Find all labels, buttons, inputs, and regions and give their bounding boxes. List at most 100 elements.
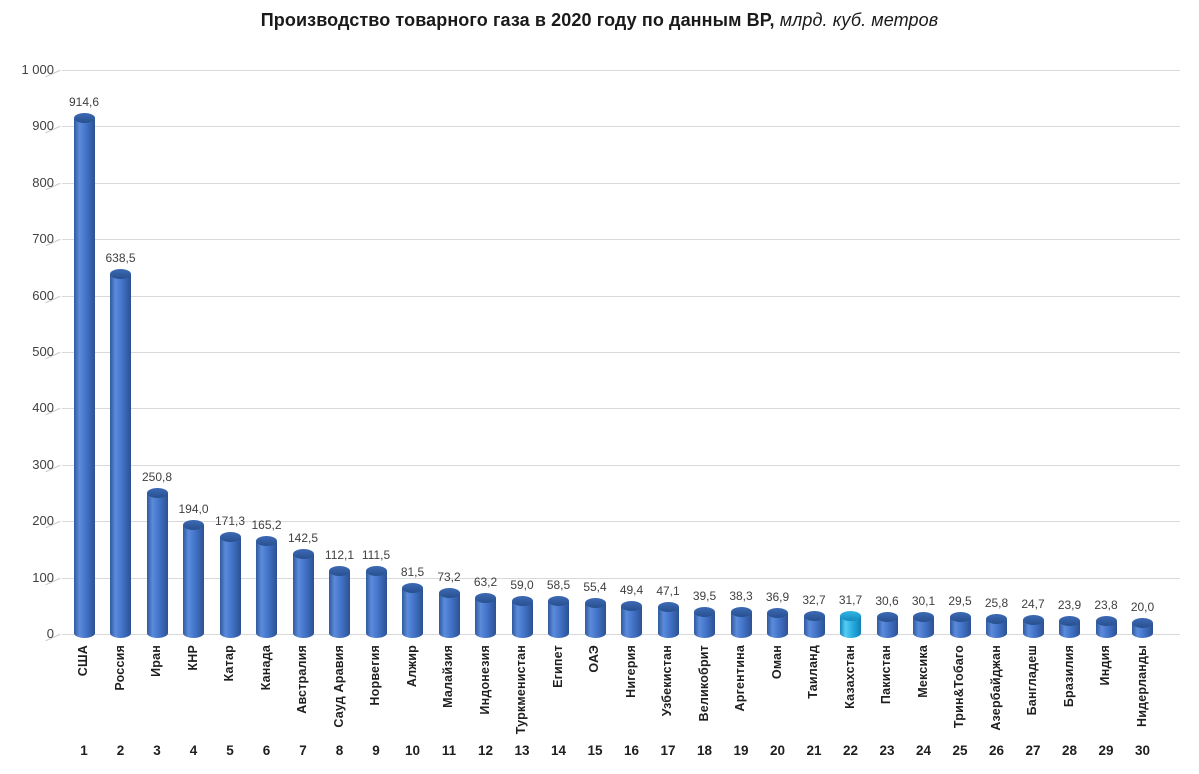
bar bbox=[548, 601, 569, 638]
bar bbox=[694, 611, 715, 638]
bar bbox=[767, 613, 788, 638]
rank-label: 18 bbox=[696, 743, 713, 758]
bar bbox=[840, 616, 861, 638]
category-label: Казахстан bbox=[842, 645, 857, 709]
rank-label: 12 bbox=[477, 743, 494, 758]
bar-value-label: 638,5 bbox=[105, 250, 136, 265]
category-label: Алжир bbox=[404, 645, 419, 688]
bar bbox=[657, 607, 679, 638]
category-label: Иран bbox=[149, 645, 163, 677]
bar-value-label: 112,1 bbox=[324, 547, 355, 562]
bar bbox=[256, 540, 277, 638]
bar bbox=[402, 588, 423, 638]
bar-value-label: 914,6 bbox=[68, 95, 100, 110]
gridline bbox=[62, 464, 1180, 466]
bar-value-label: 250,8 bbox=[141, 469, 173, 484]
bar-value-label: 32,7 bbox=[802, 592, 826, 607]
rank-label: 9 bbox=[372, 743, 380, 758]
bar-value-label: 30,1 bbox=[911, 594, 936, 609]
bar-value-label: 47,1 bbox=[656, 584, 680, 599]
rank-label: 2 bbox=[116, 743, 125, 758]
gridline bbox=[62, 182, 1180, 184]
rank-label: 4 bbox=[189, 743, 198, 758]
category-label: Трин&Тобаго bbox=[952, 645, 966, 729]
bar-value-label: 30,6 bbox=[875, 593, 899, 608]
category-label: Норвегия bbox=[368, 645, 382, 706]
bar-value-label: 59,0 bbox=[510, 577, 534, 592]
category-label: Бангладеш bbox=[1025, 645, 1039, 716]
bar-value-label: 23,8 bbox=[1094, 597, 1118, 612]
category-label: Мексика bbox=[915, 645, 930, 698]
category-label: Азербайджан bbox=[988, 645, 1003, 731]
y-tick-label: 400 bbox=[32, 400, 54, 416]
gridline bbox=[62, 521, 1180, 523]
bar-top-ellipse bbox=[183, 519, 204, 530]
gridline bbox=[62, 70, 1180, 71]
bar-top-ellipse bbox=[876, 611, 898, 622]
gridline bbox=[62, 126, 1180, 128]
bar-value-label: 24,7 bbox=[1021, 597, 1045, 612]
bar-top-ellipse bbox=[329, 565, 350, 576]
bar-value-label: 73,2 bbox=[437, 569, 461, 584]
rank-label: 29 bbox=[1098, 743, 1114, 758]
rank-label: 22 bbox=[842, 743, 859, 758]
rank-label: 27 bbox=[1025, 743, 1041, 758]
category-label: Пакистан bbox=[879, 645, 893, 705]
bar-value-label: 194,0 bbox=[178, 501, 209, 516]
category-label: Бразилия bbox=[1061, 645, 1076, 708]
bar-top-ellipse bbox=[657, 602, 679, 613]
bar bbox=[621, 606, 642, 638]
bar bbox=[219, 537, 241, 638]
category-label: Индонезия bbox=[477, 645, 492, 715]
bar bbox=[730, 612, 752, 638]
y-tick-label: 800 bbox=[32, 174, 54, 190]
bar-top-ellipse bbox=[256, 535, 277, 546]
bar bbox=[110, 273, 131, 638]
category-label: Узбекистан bbox=[660, 645, 674, 717]
chart-title: Производство товарного газа в 2020 году … bbox=[0, 10, 1199, 31]
bar-value-label: 29,5 bbox=[948, 594, 972, 609]
gridline bbox=[62, 408, 1180, 410]
category-label: Канада bbox=[258, 645, 273, 691]
bar bbox=[73, 118, 95, 638]
bar-top-ellipse bbox=[146, 487, 168, 498]
bar-top-ellipse bbox=[438, 587, 460, 598]
y-tick-label: 1 000 bbox=[21, 62, 54, 77]
category-label: Индия bbox=[1098, 645, 1112, 686]
bar-value-label: 63,2 bbox=[473, 575, 498, 590]
category-label: Австралия bbox=[295, 645, 309, 714]
rank-label: 11 bbox=[441, 743, 457, 758]
category-label: Египет bbox=[550, 645, 565, 688]
bar-top-ellipse bbox=[73, 113, 95, 124]
rank-label: 16 bbox=[623, 743, 640, 758]
bar-top-ellipse bbox=[840, 611, 861, 622]
bar-value-label: 81,5 bbox=[400, 565, 425, 580]
bar-top-ellipse bbox=[110, 268, 131, 279]
bar-value-label: 55,4 bbox=[583, 579, 607, 594]
bar bbox=[183, 524, 204, 638]
bar-top-ellipse bbox=[475, 593, 496, 604]
bar-value-label: 20,0 bbox=[1130, 599, 1155, 614]
category-label: КНР bbox=[185, 645, 200, 671]
category-label: Сауд Аравия bbox=[331, 645, 346, 728]
y-tick-label: 700 bbox=[32, 231, 54, 247]
gridline bbox=[62, 295, 1180, 297]
rank-label: 21 bbox=[806, 743, 822, 758]
bar bbox=[803, 615, 825, 638]
bar bbox=[949, 617, 971, 638]
bar bbox=[511, 600, 533, 638]
category-label: Россия bbox=[112, 645, 127, 691]
bar-value-label: 111,5 bbox=[361, 548, 391, 563]
bar bbox=[329, 570, 350, 638]
rank-label: 8 bbox=[335, 743, 344, 758]
bar-value-label: 58,5 bbox=[546, 578, 571, 592]
rank-label: 1 bbox=[80, 743, 88, 758]
bar-top-ellipse bbox=[365, 566, 387, 577]
bar-value-label: 23,9 bbox=[1057, 597, 1082, 612]
bar-value-label: 165,2 bbox=[251, 517, 282, 532]
bar-value-label: 25,8 bbox=[984, 596, 1009, 611]
bar bbox=[876, 616, 898, 638]
rank-label: 6 bbox=[262, 743, 271, 758]
gridline bbox=[62, 239, 1180, 241]
